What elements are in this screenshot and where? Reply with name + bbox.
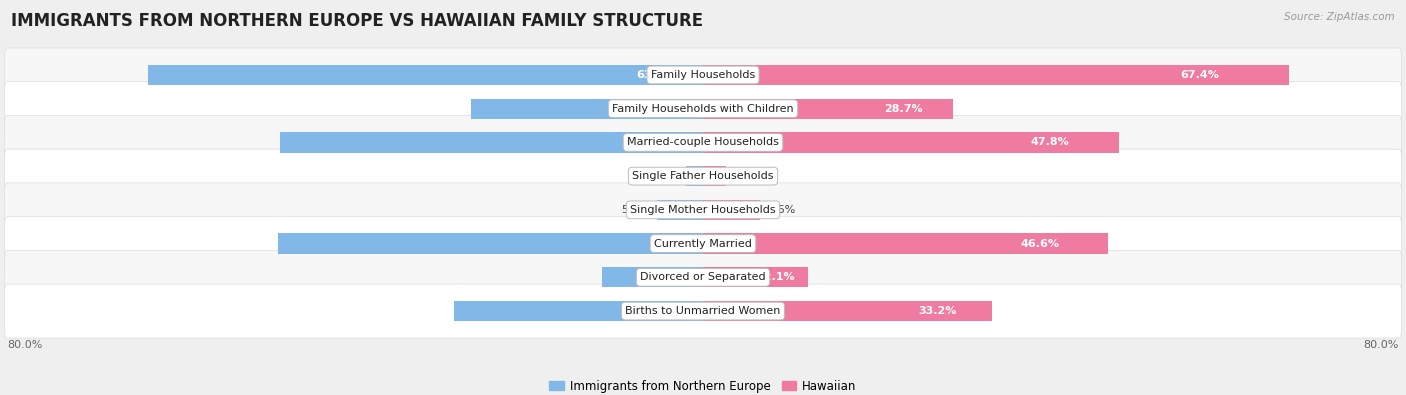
Bar bbox=[657, 200, 703, 220]
Text: 48.8%: 48.8% bbox=[652, 239, 690, 248]
Text: Married-couple Households: Married-couple Households bbox=[627, 137, 779, 147]
Bar bbox=[703, 166, 727, 186]
Text: Family Households with Children: Family Households with Children bbox=[612, 103, 794, 114]
Text: 80.0%: 80.0% bbox=[7, 340, 42, 350]
Text: 26.7%: 26.7% bbox=[675, 103, 714, 114]
FancyBboxPatch shape bbox=[4, 183, 1402, 237]
Bar bbox=[280, 132, 703, 152]
Text: 2.0%: 2.0% bbox=[650, 171, 679, 181]
Bar bbox=[703, 301, 991, 321]
Text: Source: ZipAtlas.com: Source: ZipAtlas.com bbox=[1284, 12, 1395, 22]
Bar bbox=[471, 99, 703, 119]
Text: 46.6%: 46.6% bbox=[1021, 239, 1060, 248]
Bar bbox=[703, 132, 1119, 152]
Legend: Immigrants from Northern Europe, Hawaiian: Immigrants from Northern Europe, Hawaiia… bbox=[544, 375, 862, 395]
Text: 2.7%: 2.7% bbox=[734, 171, 762, 181]
Text: 6.6%: 6.6% bbox=[768, 205, 796, 215]
Text: 12.1%: 12.1% bbox=[756, 272, 796, 282]
Text: 47.8%: 47.8% bbox=[1031, 137, 1069, 147]
Bar bbox=[454, 301, 703, 321]
FancyBboxPatch shape bbox=[4, 149, 1402, 203]
Text: Single Mother Households: Single Mother Households bbox=[630, 205, 776, 215]
Text: 67.4%: 67.4% bbox=[1180, 70, 1219, 80]
FancyBboxPatch shape bbox=[4, 82, 1402, 135]
Text: 48.6%: 48.6% bbox=[652, 137, 692, 147]
Text: Family Households: Family Households bbox=[651, 70, 755, 80]
Text: 63.8%: 63.8% bbox=[637, 70, 675, 80]
Text: Currently Married: Currently Married bbox=[654, 239, 752, 248]
Text: 28.6%: 28.6% bbox=[673, 306, 711, 316]
Text: Births to Unmarried Women: Births to Unmarried Women bbox=[626, 306, 780, 316]
Bar bbox=[278, 233, 703, 254]
Text: 33.2%: 33.2% bbox=[918, 306, 957, 316]
FancyBboxPatch shape bbox=[4, 284, 1402, 338]
Bar bbox=[703, 233, 1108, 254]
Text: 28.7%: 28.7% bbox=[884, 103, 922, 114]
Bar bbox=[703, 267, 808, 288]
FancyBboxPatch shape bbox=[4, 216, 1402, 271]
Bar bbox=[148, 65, 703, 85]
Bar bbox=[703, 65, 1289, 85]
Bar bbox=[602, 267, 703, 288]
Text: 80.0%: 80.0% bbox=[1364, 340, 1399, 350]
Text: 5.3%: 5.3% bbox=[621, 205, 650, 215]
Text: 11.6%: 11.6% bbox=[690, 272, 730, 282]
FancyBboxPatch shape bbox=[4, 250, 1402, 304]
Text: IMMIGRANTS FROM NORTHERN EUROPE VS HAWAIIAN FAMILY STRUCTURE: IMMIGRANTS FROM NORTHERN EUROPE VS HAWAI… bbox=[11, 12, 703, 30]
FancyBboxPatch shape bbox=[4, 48, 1402, 102]
FancyBboxPatch shape bbox=[4, 115, 1402, 169]
Bar bbox=[703, 200, 761, 220]
Bar bbox=[703, 99, 953, 119]
Text: Single Father Households: Single Father Households bbox=[633, 171, 773, 181]
Text: Divorced or Separated: Divorced or Separated bbox=[640, 272, 766, 282]
Bar bbox=[686, 166, 703, 186]
